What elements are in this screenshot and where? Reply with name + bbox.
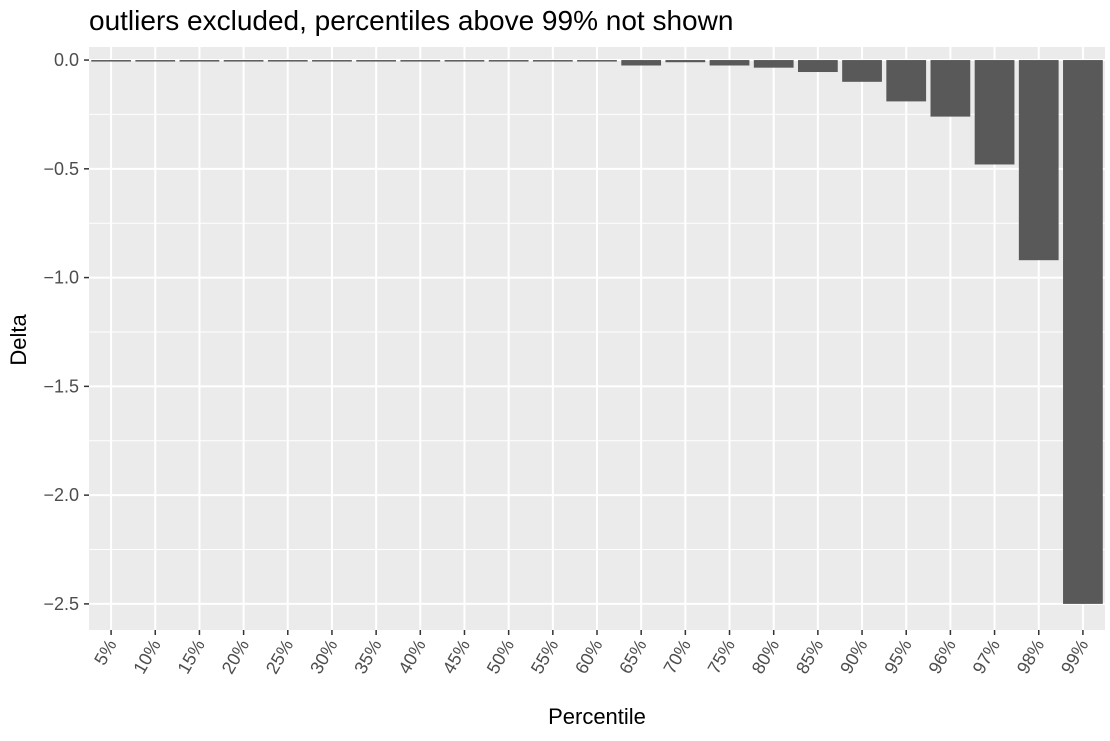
bar-95pct [886, 60, 927, 102]
y-tick-label: −2.0 [43, 485, 79, 505]
x-tick-label: 96% [925, 636, 960, 677]
y-axis-ticks: 0.0 −0.5 −1.0 −1.5 −2.0 −2.5 [43, 50, 89, 614]
bar-70pct [665, 60, 706, 63]
bar-35pct [356, 60, 397, 62]
bar-10pct [135, 60, 176, 62]
bar-30pct [312, 60, 352, 62]
bar-65pct [621, 60, 662, 66]
x-tick-label: 50% [483, 636, 518, 677]
bar-85pct [797, 60, 838, 73]
x-tick-label: 5% [90, 636, 120, 669]
y-axis-title: Delta [6, 314, 31, 366]
x-tick-label: 35% [350, 636, 385, 677]
x-tick-label: 30% [306, 636, 341, 677]
x-tick-label: 20% [218, 636, 253, 677]
x-tick-label: 99% [1057, 636, 1092, 677]
x-tick-label: 55% [527, 636, 562, 677]
x-tick-label: 10% [129, 636, 164, 677]
bar-97pct [974, 60, 1015, 165]
x-tick-label: 98% [1013, 636, 1048, 677]
x-tick-label: 75% [704, 636, 739, 677]
bar-50pct [488, 60, 529, 62]
x-tick-label: 60% [571, 636, 606, 677]
bar-40pct [400, 60, 441, 62]
grid-lines [89, 47, 1105, 630]
x-tick-label: 95% [880, 636, 915, 677]
x-tick-label: 65% [615, 636, 650, 677]
chart-title: outliers excluded, percentiles above 99%… [89, 5, 733, 36]
bar-98pct [1018, 60, 1059, 261]
x-tick-label: 15% [174, 636, 209, 677]
bar-55pct [532, 60, 573, 62]
x-tick-label: 70% [659, 636, 694, 677]
bar-5pct [91, 60, 131, 62]
x-tick-label: 80% [748, 636, 783, 677]
bars [91, 60, 1103, 604]
bar-15pct [179, 60, 220, 62]
x-tick-label: 40% [394, 636, 429, 677]
y-tick-label: −0.5 [43, 159, 79, 179]
x-tick-label: 97% [969, 636, 1004, 677]
y-tick-label: −2.5 [43, 594, 79, 614]
bar-25pct [267, 60, 308, 62]
bar-75pct [709, 60, 750, 66]
bar-80pct [753, 60, 794, 68]
x-tick-label: 45% [439, 636, 474, 677]
y-tick-label: −1.5 [43, 376, 79, 396]
x-tick-label: 90% [836, 636, 871, 677]
bar-45pct [444, 60, 485, 62]
y-tick-label: 0.0 [54, 50, 79, 70]
y-tick-label: −1.0 [43, 268, 79, 288]
x-tick-label: 85% [792, 636, 827, 677]
bar-20pct [223, 60, 264, 62]
x-tick-label: 25% [262, 636, 297, 677]
bar-99pct [1063, 60, 1103, 604]
bar-96pct [930, 60, 971, 117]
bar-90pct [842, 60, 882, 82]
x-axis-ticks: 5% 10% 15% 20% 25% 30% 35% 40% 45% 50% 55% 60% 65% 70… [90, 630, 1092, 677]
x-axis-title: Percentile [548, 704, 646, 729]
bar-60pct [577, 60, 617, 62]
